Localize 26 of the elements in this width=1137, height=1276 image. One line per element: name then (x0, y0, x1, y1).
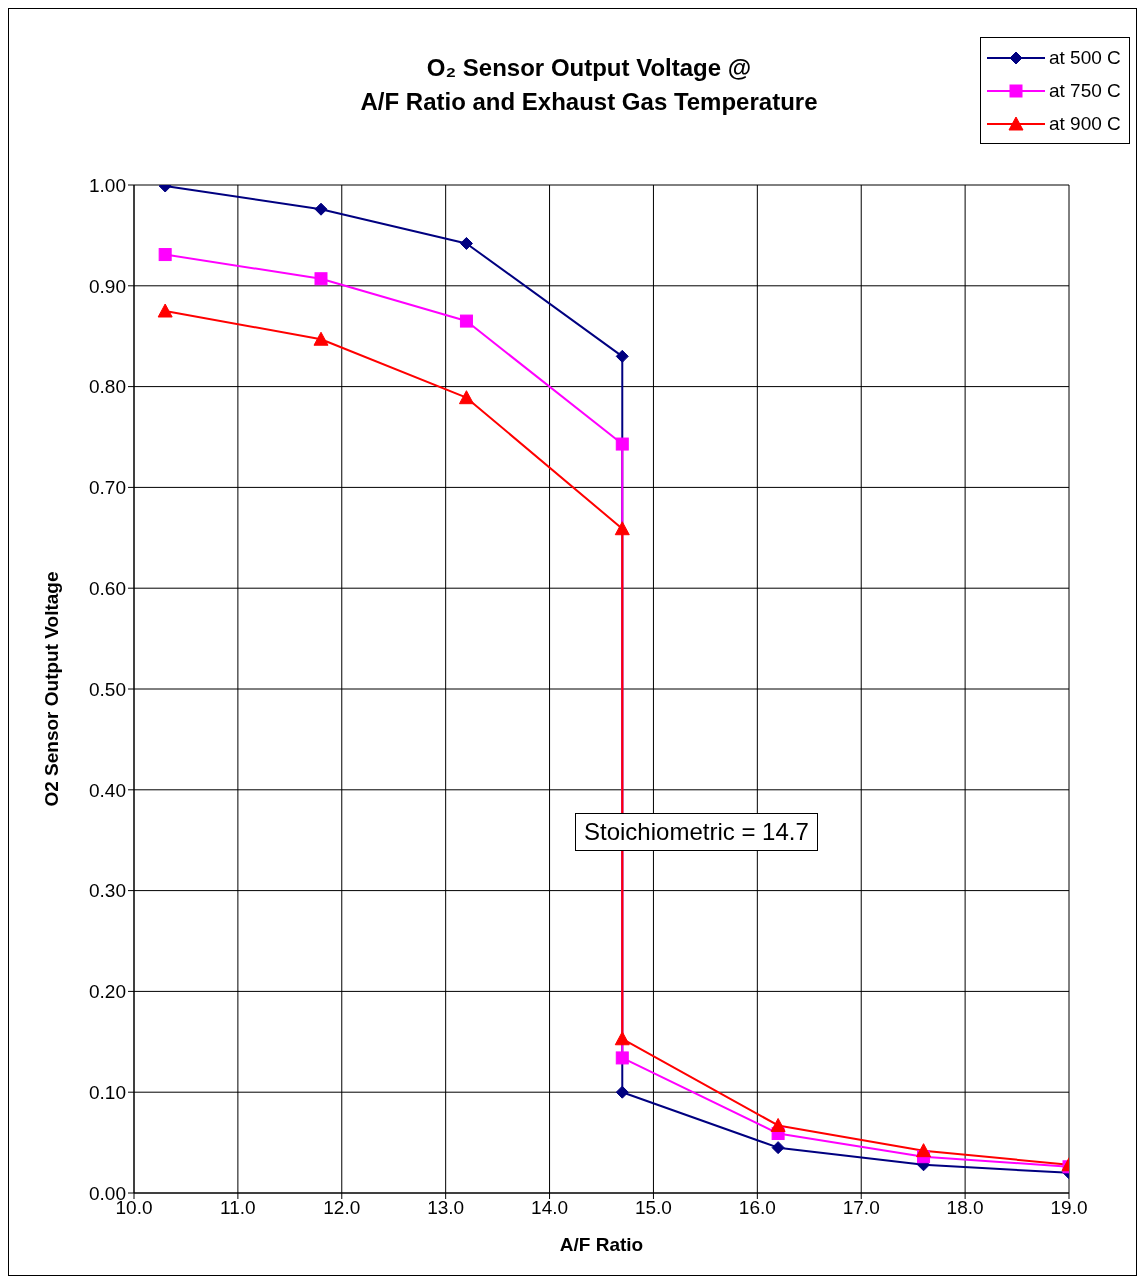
y-tick-label: 1.00 (89, 174, 126, 196)
x-tick-label: 14.0 (531, 1197, 569, 1219)
y-tick-label: 0.90 (89, 275, 126, 297)
y-tick-label: 0.70 (89, 477, 126, 499)
legend-label: at 900 C (1049, 112, 1121, 135)
x-tick-label: 19.0 (1050, 1197, 1088, 1219)
x-tick-label: 15.0 (634, 1197, 672, 1219)
x-tick-label: 17.0 (842, 1197, 880, 1219)
legend-label: at 500 C (1049, 46, 1121, 69)
y-tick-label: 0.60 (89, 577, 126, 599)
y-tick-label: 0.10 (89, 1081, 126, 1103)
y-tick-label: 0.80 (89, 376, 126, 398)
x-tick-label: 16.0 (738, 1197, 776, 1219)
x-tick-label: 18.0 (946, 1197, 984, 1219)
y-axis-title: O2 Sensor Output Voltage (40, 571, 62, 807)
annotation: Stoichiometric = 14.7 (575, 813, 818, 851)
y-tick-label: 0.40 (89, 779, 126, 801)
y-tick-label: 0.30 (89, 880, 126, 902)
x-tick-label: 13.0 (427, 1197, 465, 1219)
legend-label: at 750 C (1049, 79, 1121, 102)
y-tick-label: 0.50 (89, 678, 126, 700)
x-tick-label: 12.0 (323, 1197, 361, 1219)
y-tick-label: 0.20 (89, 981, 126, 1003)
x-tick-label: 11.0 (220, 1197, 256, 1219)
chart-title: O₂ Sensor Output Voltage @ A/F Ratio and Exhaust Gas Temperature (359, 53, 819, 117)
x-axis-title: A/F Ratio (559, 1234, 644, 1255)
